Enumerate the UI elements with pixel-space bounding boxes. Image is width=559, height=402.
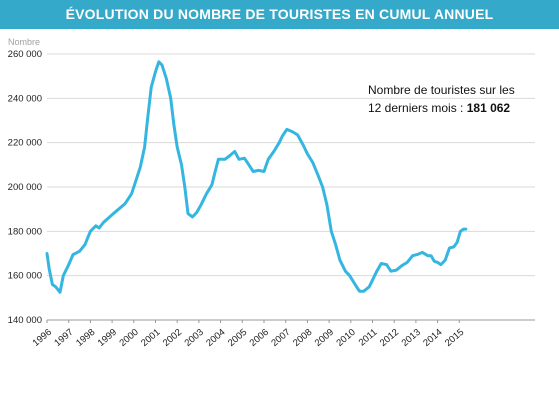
- annotation-prefix: 12 derniers mois :: [368, 101, 467, 115]
- x-tick-label: 1998: [74, 327, 97, 349]
- x-tick-label: 1999: [96, 327, 119, 349]
- x-tick-label: 2008: [291, 327, 314, 349]
- annotation-value: 181 062: [466, 101, 511, 115]
- x-tick-label: 2009: [313, 327, 336, 349]
- x-tick-label: 2006: [248, 327, 271, 349]
- x-tick-label: 2010: [334, 327, 357, 349]
- x-tick-label: 1996: [31, 327, 54, 349]
- x-tick-label: 2002: [161, 327, 184, 349]
- x-tick-label: 2011: [357, 327, 380, 349]
- x-tick-label: 2012: [378, 327, 401, 349]
- y-tick-labels: 140 000 160 000 180 000 200 000 220 000 240 0…: [8, 49, 42, 326]
- series-line: [45, 60, 468, 294]
- x-tick-label: 2015: [443, 327, 466, 349]
- x-tick-label: 2001: [139, 327, 162, 349]
- y-tick-label: 220 000: [8, 138, 42, 149]
- grid-lines: [47, 53, 535, 321]
- annotation-line2: 12 derniers mois : 181 062: [368, 99, 515, 117]
- x-tick-label: 2000: [117, 327, 140, 349]
- chart-title: ÉVOLUTION DU NOMBRE DE TOURISTES EN CUMU…: [0, 0, 559, 29]
- y-axis-label: Nombre: [8, 37, 41, 47]
- x-tick-label: 2004: [204, 327, 227, 349]
- annotation: Nombre de touristes sur les 12 derniers …: [368, 81, 515, 117]
- y-tick-label: 160 000: [8, 271, 42, 282]
- y-tick-label: 240 000: [8, 93, 42, 104]
- y-tick-label: 200 000: [8, 182, 42, 193]
- y-tick-label: 180 000: [8, 226, 42, 237]
- x-tick-label: 1997: [52, 327, 75, 349]
- x-tick-label: 2005: [226, 327, 249, 349]
- x-tick-labels: 1996199719981999200020012002200320042005…: [31, 320, 466, 349]
- x-tick-label: 2013: [400, 327, 423, 349]
- x-tick-label: 2007: [269, 327, 292, 349]
- annotation-line1: Nombre de touristes sur les: [368, 83, 515, 97]
- x-tick-label: 2003: [183, 327, 206, 349]
- x-tick-label: 2014: [421, 327, 444, 349]
- y-tick-label: 140 000: [8, 315, 42, 326]
- y-tick-label: 260 000: [8, 49, 42, 60]
